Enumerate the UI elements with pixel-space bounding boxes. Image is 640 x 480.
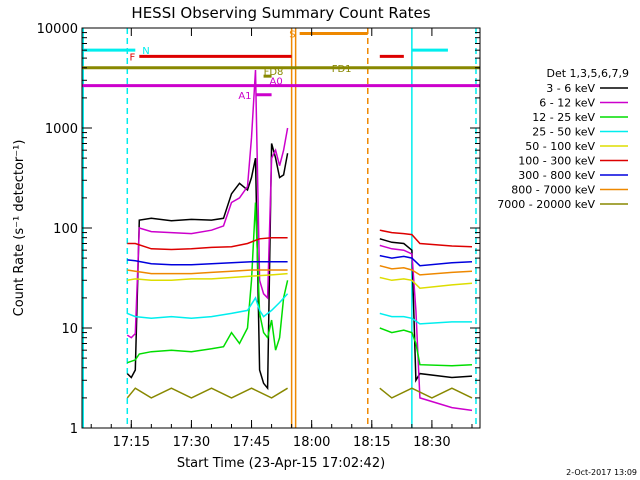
x-tick-label-0: 17:15	[113, 435, 150, 450]
series-line-12-25	[127, 202, 289, 364]
legend-label-50-100: 50 - 100 keV	[525, 140, 595, 153]
series-line-3-6-segment-2	[379, 238, 473, 383]
flag-label-f: F	[130, 52, 136, 63]
series-line-300-800-segment-2	[379, 254, 473, 267]
legend-label-300-800: 300 - 800 keV	[518, 169, 595, 182]
x-axis-label: Start Time (23-Apr-15 17:02:42)	[177, 456, 385, 471]
x-tick-label-4: 18:15	[353, 435, 390, 450]
y-tick-label-4: 10000	[37, 22, 78, 37]
chart-title: HESSI Observing Summary Count Rates	[131, 4, 430, 22]
series-line-6-12	[126, 69, 289, 339]
series-line-50-100-segment-2	[379, 276, 473, 289]
series-line-800-7000	[127, 269, 288, 275]
legend-label-7000-20000: 7000 - 20000 keV	[497, 198, 595, 211]
legend-label-3-6: 3 - 6 keV	[546, 82, 595, 95]
y-axis-label: Count Rate (s⁻¹ detector⁻¹)	[12, 140, 27, 317]
y-tick-label-2: 100	[53, 222, 78, 237]
y-axis: 1 10 100 1000 10000	[37, 22, 480, 437]
flag-label-fd1: FD1	[332, 64, 352, 75]
legend-label-25-50: 25 - 50 keV	[532, 126, 595, 139]
flag-label-s: S	[289, 30, 295, 41]
series-line-6-12-segment-2	[379, 244, 473, 412]
series-line-7000-20000	[126, 387, 288, 399]
series-line-7000-20000-segment-2	[379, 387, 473, 399]
series-line-100-300	[127, 236, 288, 251]
series-line-25-50-segment-2	[379, 312, 472, 325]
legend-label-6-12: 6 - 12 keV	[539, 97, 595, 110]
series-line-12-25-segment-2	[379, 327, 473, 367]
y-tick-label-3: 1000	[45, 122, 78, 137]
y-tick-label-0: 1	[70, 422, 78, 437]
series-line-800-7000-segment-2	[379, 264, 473, 276]
series-line-3-6	[126, 143, 289, 391]
flag-label-n: N	[142, 46, 149, 57]
series-line-100-300-segment-2	[379, 229, 473, 248]
y-tick-label-1: 10	[61, 322, 78, 337]
series-line-25-50	[127, 293, 289, 320]
x-axis: 17:15 17:30 17:45 18:00 18:15 18:30	[90, 28, 473, 450]
footer-date: 2-Oct-2017 13:09	[566, 468, 637, 477]
flag-label-fd8: FD8	[264, 67, 284, 78]
legend-label-800-7000: 800 - 7000 keV	[511, 184, 595, 197]
series-line-300-800	[127, 259, 288, 266]
legend-label-100-300: 100 - 300 keV	[518, 155, 595, 168]
x-tick-label-3: 18:00	[293, 435, 330, 450]
series-line-50-100	[127, 272, 288, 282]
legend-title: Det 1,3,5,6,7,9	[546, 67, 629, 80]
x-tick-label-2: 17:45	[233, 435, 270, 450]
x-tick-label-1: 17:30	[173, 435, 210, 450]
x-tick-label-5: 18:30	[413, 435, 450, 450]
legend-label-12-25: 12 - 25 keV	[532, 111, 595, 124]
flag-label-a0: A0	[270, 77, 283, 88]
flag-label-a1: A1	[238, 91, 251, 102]
